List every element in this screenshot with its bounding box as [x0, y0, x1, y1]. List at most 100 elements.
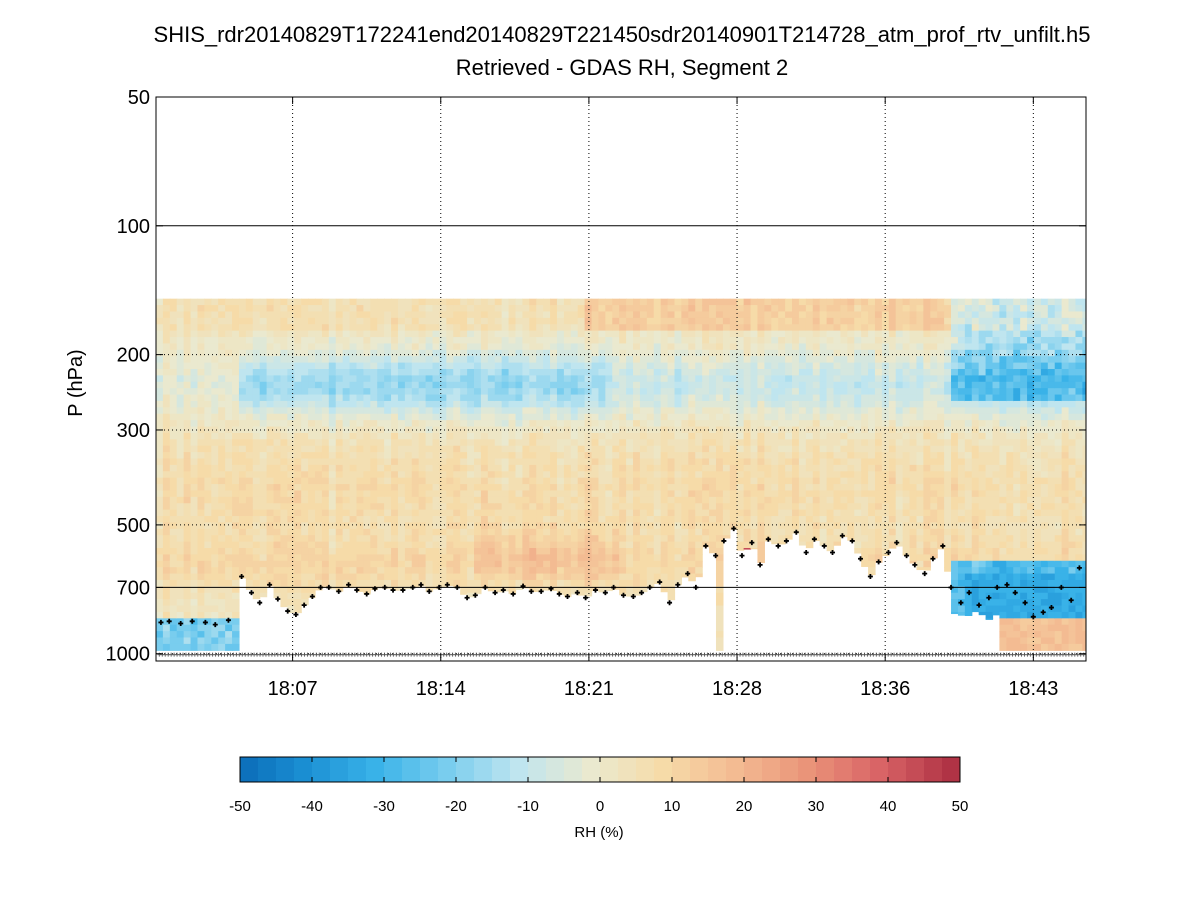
heatmap-cell: [377, 573, 385, 581]
heatmap-cell: [702, 381, 710, 389]
heatmap-cell: [633, 305, 641, 313]
heatmap-cell: [439, 567, 447, 575]
heatmap-cell: [515, 407, 523, 415]
heatmap-cell: [238, 535, 247, 543]
heatmap-cell: [570, 496, 579, 504]
heatmap-cell: [819, 311, 828, 319]
heatmap-cell: [190, 400, 199, 408]
heatmap-cell: [598, 560, 606, 568]
heatmap-cell: [709, 432, 717, 440]
heatmap-cell: [190, 516, 199, 524]
heatmap-cell: [785, 330, 793, 338]
heatmap-cell: [598, 586, 606, 593]
heatmap-cell: [591, 535, 600, 543]
heatmap-cell: [550, 522, 558, 530]
heatmap-cell: [425, 368, 434, 376]
heatmap-cell: [577, 317, 586, 325]
heatmap-cell: [819, 330, 828, 338]
heatmap-cell: [626, 471, 634, 479]
heatmap-cell: [446, 503, 454, 511]
heatmap-cell: [556, 490, 565, 498]
heatmap-cell: [805, 528, 814, 536]
heatmap-cell: [432, 516, 441, 524]
heatmap-cell: [204, 516, 212, 524]
heatmap-cell: [156, 541, 164, 549]
heatmap-cell: [335, 464, 344, 472]
heatmap-cell: [868, 400, 876, 408]
heatmap-cell: [619, 567, 627, 575]
heatmap-cell: [598, 349, 606, 357]
heatmap-cell: [501, 375, 510, 383]
heatmap-cell: [363, 362, 371, 370]
heatmap-cell: [868, 394, 876, 402]
heatmap-cell: [515, 362, 523, 370]
heatmap-cell: [750, 407, 759, 415]
heatmap-cell: [225, 554, 233, 562]
heatmap-cell: [702, 305, 710, 313]
heatmap-cell: [238, 356, 247, 364]
heatmap-cell: [453, 349, 461, 357]
heatmap-cell: [349, 484, 358, 492]
heatmap-cell: [826, 324, 835, 332]
heatmap-cell: [204, 618, 212, 626]
heatmap-cell: [833, 490, 842, 498]
heatmap-cell: [453, 573, 461, 581]
heatmap-cell: [805, 439, 814, 447]
heatmap-cell: [391, 368, 399, 376]
heatmap-cell: [543, 554, 551, 562]
heatmap-cell: [349, 381, 358, 389]
heatmap-cell: [501, 509, 510, 517]
heatmap-cell: [598, 522, 606, 530]
heatmap-cell: [653, 477, 662, 485]
heatmap-cell: [259, 573, 268, 581]
heatmap-cell: [826, 413, 835, 421]
heatmap-column: [238, 298, 247, 579]
heatmap-cell: [868, 477, 876, 485]
heatmap-cell: [695, 337, 703, 345]
heatmap-cell: [308, 579, 316, 587]
heatmap-cell: [715, 388, 724, 396]
heatmap-cell: [536, 330, 544, 338]
heatmap-cell: [778, 349, 786, 357]
heatmap-cell: [660, 362, 669, 370]
heatmap-column: [895, 298, 904, 547]
heatmap-cell: [474, 516, 482, 524]
heatmap-cell: [183, 547, 192, 555]
heatmap-cell: [715, 490, 724, 498]
heatmap-cell: [225, 567, 233, 575]
heatmap-cell: [736, 452, 745, 460]
heatmap-cell: [785, 317, 793, 325]
heatmap-cell: [577, 579, 586, 587]
heatmap-cell: [308, 426, 316, 434]
heatmap-cell: [356, 484, 364, 492]
heatmap-cell: [570, 317, 579, 325]
heatmap-cell: [785, 484, 793, 492]
heatmap-cell: [868, 311, 876, 319]
heatmap-cell: [197, 631, 205, 639]
heatmap-cell: [757, 330, 765, 338]
heatmap-cell: [619, 560, 627, 568]
heatmap-cell: [743, 298, 752, 306]
heatmap-cell: [418, 349, 427, 357]
heatmap-cell: [363, 426, 371, 434]
heatmap-cell: [805, 509, 814, 517]
heatmap-cell: [467, 579, 475, 587]
heatmap-cell: [688, 471, 696, 479]
heatmap-cell: [204, 413, 212, 421]
heatmap-cell: [757, 407, 765, 415]
heatmap-cell: [868, 375, 876, 383]
heatmap-cell: [785, 528, 793, 536]
heatmap-cell: [197, 356, 205, 364]
heatmap-cell: [840, 496, 848, 504]
heatmap-cell: [695, 522, 703, 530]
heatmap-cell: [446, 516, 454, 524]
heatmap-cell: [308, 439, 316, 447]
heatmap-cell: [584, 375, 593, 383]
heatmap-cell: [792, 337, 800, 345]
heatmap-cell: [453, 547, 461, 555]
heatmap-cell: [584, 560, 593, 568]
heatmap-cell: [681, 432, 689, 440]
heatmap-cell: [743, 381, 752, 389]
heatmap-cell: [397, 413, 406, 421]
heatmap-cell: [397, 298, 406, 306]
